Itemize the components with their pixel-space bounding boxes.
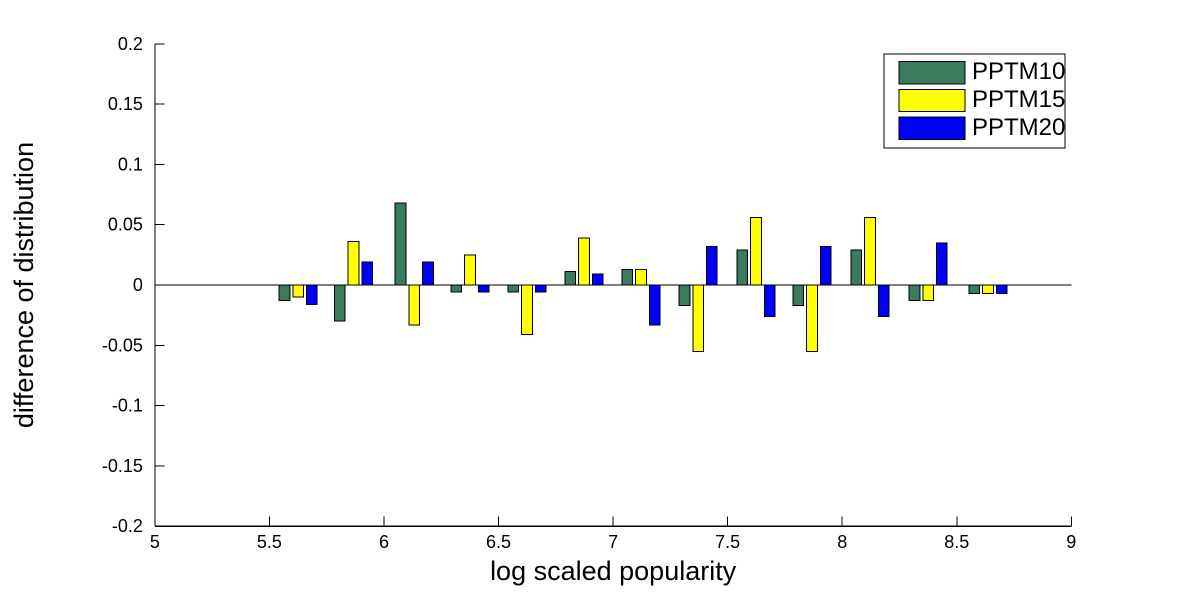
svg-text:6: 6 bbox=[379, 532, 389, 552]
svg-text:PPTM20: PPTM20 bbox=[972, 114, 1065, 141]
svg-text:7: 7 bbox=[608, 532, 618, 552]
svg-text:-0.15: -0.15 bbox=[102, 456, 143, 476]
svg-text:-0.1: -0.1 bbox=[112, 396, 143, 416]
svg-text:6.5: 6.5 bbox=[486, 532, 511, 552]
svg-text:5.5: 5.5 bbox=[257, 532, 282, 552]
svg-text:7.5: 7.5 bbox=[715, 532, 740, 552]
svg-text:5: 5 bbox=[150, 532, 160, 552]
svg-text:9: 9 bbox=[1066, 532, 1076, 552]
svg-text:8.5: 8.5 bbox=[944, 532, 969, 552]
svg-text:PPTM10: PPTM10 bbox=[972, 58, 1065, 85]
svg-text:0.2: 0.2 bbox=[118, 34, 143, 54]
svg-text:-0.2: -0.2 bbox=[112, 516, 143, 536]
svg-text:0: 0 bbox=[133, 275, 143, 295]
svg-text:log scaled popularity: log scaled popularity bbox=[490, 556, 737, 586]
svg-text:0.15: 0.15 bbox=[108, 94, 143, 114]
svg-text:0.05: 0.05 bbox=[108, 215, 143, 235]
svg-text:difference of distribution: difference of distribution bbox=[9, 142, 39, 428]
svg-text:-0.05: -0.05 bbox=[102, 335, 143, 355]
svg-text:PPTM15: PPTM15 bbox=[972, 86, 1065, 113]
svg-text:8: 8 bbox=[837, 532, 847, 552]
svg-text:0.1: 0.1 bbox=[118, 154, 143, 174]
